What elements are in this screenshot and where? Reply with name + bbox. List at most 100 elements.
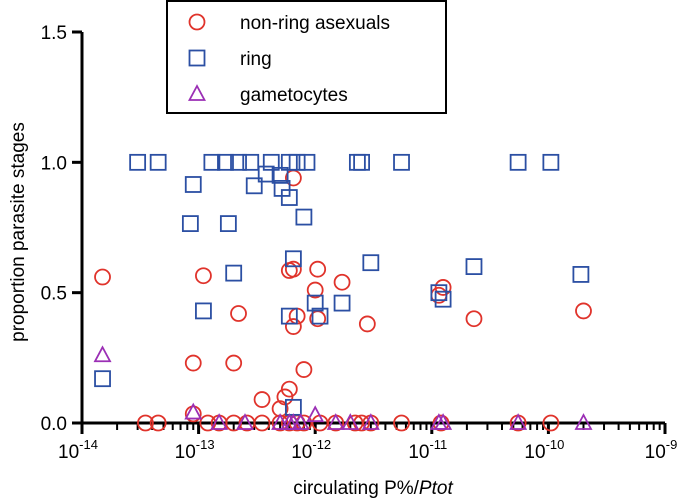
- data-point-circle: [309, 260, 327, 278]
- x-tick-exponent: -12: [312, 437, 331, 452]
- data-point-square: [333, 294, 351, 312]
- x-tick-base: 10: [58, 442, 79, 463]
- data-point-square: [288, 153, 306, 171]
- y-tick-label: 1.5: [41, 23, 67, 44]
- x-tick-label: 10-14: [58, 437, 98, 463]
- data-point-triangle: [434, 413, 453, 430]
- data-point-circle: [184, 354, 202, 372]
- data-point-triangle: [93, 345, 112, 363]
- data-point-square: [542, 153, 560, 171]
- x-tick-label: 10-9: [645, 437, 678, 463]
- x-tick-label: 10-10: [524, 437, 564, 463]
- x-tick-label: 10-13: [175, 437, 215, 463]
- data-point-square: [362, 254, 380, 272]
- x-axis-label: circulating P%/Ptot: [293, 478, 453, 499]
- legend-label: gametocytes: [240, 85, 348, 106]
- legend-marker-circle: [188, 13, 206, 31]
- data-point-circle: [295, 361, 313, 378]
- data-point-square: [195, 302, 212, 320]
- legend: non-ring asexuals ring gametocytes: [166, 0, 447, 114]
- legend-box: [166, 0, 447, 114]
- data-point-circle: [542, 414, 560, 432]
- data-point-triangle: [210, 413, 229, 430]
- x-tick-label: 10-11: [408, 437, 447, 463]
- data-point-square: [203, 153, 221, 171]
- data-point-square: [271, 166, 289, 184]
- y-tick-label: 0.5: [41, 284, 67, 305]
- y-tick-label: 1.0: [41, 153, 67, 174]
- data-point-square: [217, 153, 234, 171]
- data-point-circle: [358, 315, 376, 333]
- x-axis-label-italic: Ptot: [419, 478, 454, 499]
- data-point-square: [184, 176, 202, 193]
- data-point-circle: [137, 414, 154, 432]
- data-point-square: [430, 284, 448, 302]
- tick-labels: 0.00.51.01.510-14 10-13 10-12 10-11 10-10 10-…: [41, 23, 678, 463]
- x-axis-label-main: circulating P%/: [293, 478, 419, 499]
- data-point-triangle: [509, 413, 528, 430]
- data-point-triangle: [306, 405, 325, 423]
- data-point-triangle: [235, 413, 255, 430]
- data-point-square: [280, 307, 298, 325]
- data-point-circle: [195, 267, 212, 285]
- data-point-circle: [284, 318, 302, 335]
- data-point-triangle: [291, 413, 310, 430]
- data-point-square: [245, 177, 263, 195]
- data-point-square: [434, 290, 452, 308]
- data-point-triangle: [341, 413, 360, 430]
- data-point-square: [298, 153, 316, 171]
- x-tick-exponent: -13: [196, 437, 215, 452]
- data-point-circle: [253, 414, 271, 432]
- legend-label: non-ring asexuals: [240, 13, 390, 34]
- data-point-circle: [94, 268, 111, 286]
- data-point-square: [242, 153, 260, 171]
- legend-label: ring: [240, 49, 272, 70]
- data-point-circle: [393, 414, 410, 432]
- data-point-circle: [284, 260, 302, 278]
- data-point-square: [149, 153, 167, 171]
- series-gametocytes: [93, 345, 593, 430]
- data-point-circle: [465, 310, 483, 328]
- data-point-circle: [149, 414, 167, 432]
- data-point-circle: [333, 273, 351, 291]
- legend-marker-triangle: [187, 84, 207, 101]
- x-tick-exponent: -11: [429, 437, 447, 452]
- data-point-circle: [575, 302, 592, 320]
- data-point-circle: [280, 380, 298, 398]
- axes: [80, 32, 665, 425]
- data-point-square: [348, 153, 366, 171]
- x-tick-base: 10: [408, 442, 429, 463]
- legend-marker-square: [188, 49, 206, 67]
- data-point-square: [509, 153, 527, 171]
- data-point-square: [353, 153, 370, 171]
- data-point-square: [295, 208, 313, 226]
- data-point-circle: [306, 281, 324, 299]
- data-point-square: [230, 153, 247, 171]
- data-point-square: [129, 153, 147, 171]
- x-tick-label: 10-12: [291, 437, 331, 463]
- x-tick-base: 10: [645, 442, 666, 463]
- data-point-triangle: [326, 413, 345, 430]
- data-point-circle: [225, 354, 243, 372]
- data-point-square: [257, 165, 275, 183]
- data-point-square: [280, 189, 298, 206]
- x-tick-base: 10: [524, 442, 545, 463]
- data-point-triangle: [361, 413, 380, 430]
- data-point-square: [181, 215, 199, 232]
- data-point-triangle: [271, 413, 290, 430]
- data-points: [93, 153, 593, 432]
- data-point-square: [465, 258, 483, 276]
- series-non-ring-asexuals: [94, 169, 592, 432]
- data-point-square: [284, 250, 302, 268]
- y-axis-label: proportion parasite stages: [8, 122, 29, 342]
- ticks: [72, 30, 667, 434]
- data-point-square: [225, 264, 243, 282]
- data-point-circle: [230, 305, 247, 322]
- data-point-square: [306, 294, 324, 312]
- data-point-square: [572, 266, 590, 283]
- data-point-square: [94, 370, 111, 388]
- data-point-triangle: [184, 402, 203, 420]
- x-tick-exponent: -14: [79, 437, 98, 452]
- data-point-square: [219, 215, 237, 232]
